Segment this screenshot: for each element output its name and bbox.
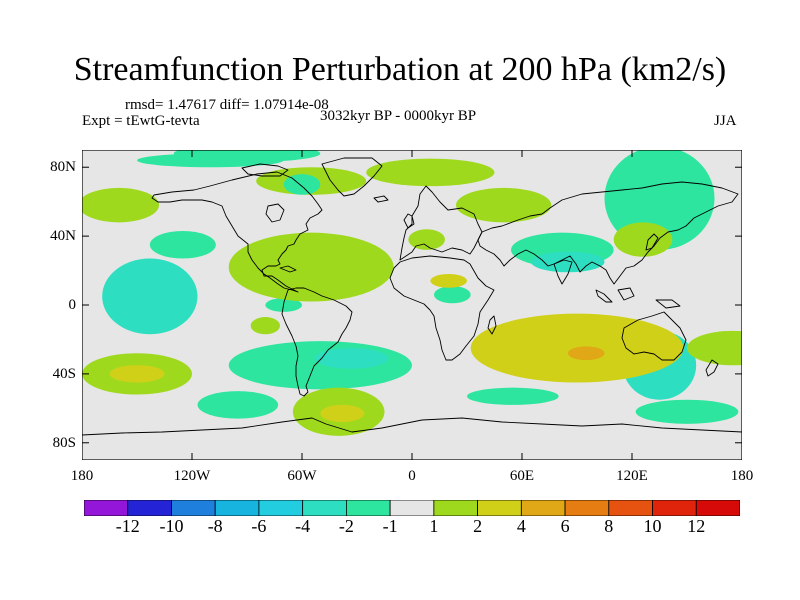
field-region-14 [635, 399, 739, 424]
colorbar-label: -10 [159, 516, 184, 536]
colorbar-box [608, 500, 653, 516]
field-region-3 [149, 230, 216, 259]
coast-europe [399, 185, 483, 261]
y-tick-label: 0 [68, 297, 77, 313]
colorbar-label: 1 [429, 516, 439, 536]
x-tick-label: 0 [408, 468, 416, 484]
coast-antarctica [82, 417, 742, 436]
colorbar-label: -12 [115, 516, 140, 536]
coast-britain [403, 213, 415, 229]
colorbar-label: -4 [295, 516, 311, 536]
colorbar-box [695, 500, 740, 516]
colorbar-box [520, 500, 566, 516]
x-tick-label: 120W [173, 468, 211, 484]
coast-cuba [279, 265, 297, 273]
y-tick-label: 80N [50, 159, 76, 176]
field-region-5 [137, 153, 284, 168]
colorbar-label: 12 [687, 516, 706, 536]
coast-north-america [151, 171, 323, 293]
colorbar-box [564, 500, 610, 516]
stats-text: rmsd= 1.47617 diff= 1.07914e-08 [125, 97, 329, 113]
colorbar-box [477, 500, 522, 516]
field-region-8 [120, 284, 172, 319]
coast-south-america [281, 287, 353, 397]
field-region-23 [456, 187, 552, 223]
field-region-20 [366, 158, 495, 187]
coast-madagascar [487, 315, 497, 335]
field-region-15 [434, 286, 471, 304]
x-tick-label: 180 [70, 468, 94, 484]
map-plot [82, 150, 742, 460]
colorbar-label: -8 [207, 516, 223, 536]
coast-borneo [617, 287, 635, 301]
field-region-27 [567, 346, 605, 361]
field-region-30 [109, 365, 165, 383]
coast-japan [645, 233, 659, 251]
coastlines [82, 157, 742, 436]
experiment-label: Expt = tEwtG-tevta [82, 113, 200, 129]
coast-india [553, 259, 573, 285]
colorbar-label: 8 [604, 516, 614, 536]
coast-hudson-bay [265, 203, 285, 223]
coast-new-guinea [655, 299, 681, 309]
field-region-11 [314, 348, 389, 369]
colorbar-box [171, 500, 216, 516]
colorbar-label: 4 [516, 516, 526, 536]
colorbar-label: -6 [251, 516, 267, 536]
field-region-21 [408, 229, 445, 250]
colorbar-label: 6 [560, 516, 570, 536]
colorbar [84, 500, 740, 516]
x-tick-label: 60W [287, 468, 317, 484]
coast-africa [389, 255, 495, 361]
colorbar-box [214, 500, 260, 516]
colorbar-box [652, 500, 697, 516]
field-region-33 [250, 317, 280, 335]
field-region-6 [82, 187, 159, 223]
colorbar-label: -2 [338, 516, 354, 536]
field-region-32 [320, 404, 365, 423]
y-tick-label: 40S [52, 365, 76, 382]
colorbar-label: 10 [643, 516, 662, 536]
colorbar-box [127, 500, 172, 516]
coast-iceland [373, 195, 389, 203]
season-label: JJA [714, 113, 737, 129]
field-region-10 [228, 341, 412, 390]
field-region-2 [531, 251, 605, 273]
field-region-28 [687, 330, 742, 366]
colorbar-box [258, 500, 304, 516]
x-tick-label: 60E [509, 468, 535, 484]
field-region-22 [430, 274, 467, 288]
coast-asia [477, 181, 739, 285]
y-tick-label: 80S [52, 434, 76, 451]
coast-greenland [321, 157, 383, 197]
x-tick-label: 180 [730, 468, 754, 484]
coast-arctic-islands [241, 163, 289, 177]
period-label: 3032kyr BP - 0000kyr BP [320, 108, 477, 124]
colorbar-label: -1 [382, 516, 398, 536]
coast-sumatra [595, 289, 613, 303]
field-region-18 [228, 232, 394, 302]
colorbar-box [389, 500, 435, 516]
field-region-24 [613, 222, 673, 257]
colorbar-box [345, 500, 391, 516]
colorbar-box [302, 500, 347, 516]
colorbar-label: 2 [473, 516, 483, 536]
field-region-12 [197, 391, 279, 419]
chart-title: Streamfunction Perturbation at 200 hPa (… [73, 51, 727, 88]
y-tick-label: 40N [50, 228, 76, 245]
coast-new-zealand [705, 359, 719, 377]
field-region-16 [467, 387, 559, 405]
axis-ticks [82, 150, 742, 460]
colorbar-box [84, 500, 129, 516]
colorbar-box [433, 500, 479, 516]
x-tick-label: 120E [616, 468, 648, 484]
streamfunction-field [82, 150, 742, 436]
coast-australia [621, 311, 687, 361]
